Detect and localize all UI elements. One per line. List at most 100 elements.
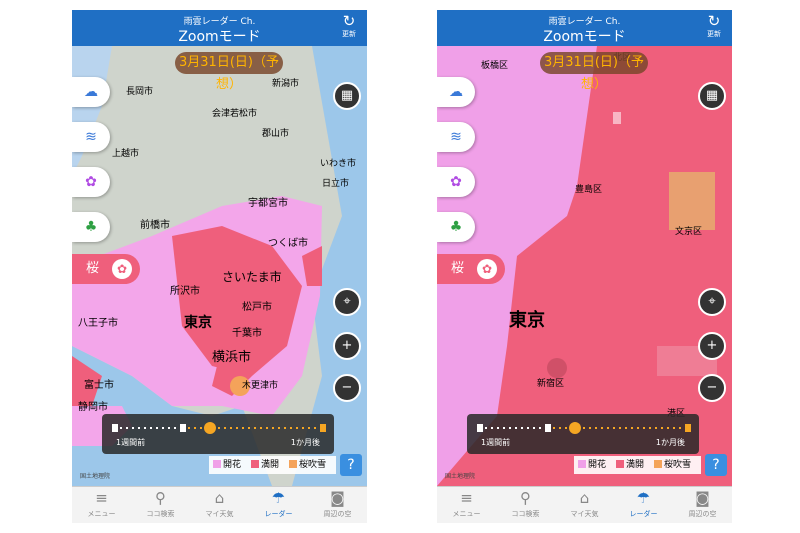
- tab-nearby-sky[interactable]: ◙ 周辺の空: [308, 487, 367, 523]
- forecast-date: 3月31日(日)（予想）: [175, 52, 283, 92]
- sakura-layer-button[interactable]: 桜 ✿: [437, 254, 505, 284]
- legend: 開花 満開 桜吹雪: [209, 456, 336, 474]
- menu-icon: ≡: [95, 489, 108, 507]
- wind-icon: ≋: [85, 129, 97, 145]
- current-location-button[interactable]: ⌖: [333, 288, 361, 316]
- wind-layer-button[interactable]: ≋: [437, 122, 475, 152]
- map-label: いわき市: [320, 159, 357, 169]
- tree-layer-button[interactable]: ♣: [437, 212, 475, 242]
- map-label: 東京: [509, 310, 545, 331]
- tab-menu[interactable]: ≡ メニュー: [72, 487, 131, 523]
- menu-icon: ≡: [460, 489, 473, 507]
- zoom-in-button[interactable]: +: [698, 332, 726, 360]
- map-label: 静岡市: [78, 402, 108, 413]
- home-icon: ⌂: [214, 489, 225, 507]
- map-label: 郡山市: [262, 129, 290, 139]
- tab-bar: ≡ メニュー ⚲ ココ検索 ⌂ マイ天気 ☂ レーダー ◙ 周辺の空: [437, 486, 732, 523]
- camera-icon: ◙: [330, 489, 345, 507]
- refresh-button[interactable]: ↻ 更新: [702, 13, 726, 43]
- sakura-layer-button[interactable]: 桜 ✿: [72, 254, 140, 284]
- pollen-icon: ✿: [85, 174, 97, 190]
- map-label: 長岡市: [126, 87, 154, 97]
- map-style-button[interactable]: ▦: [698, 82, 726, 110]
- pollen-layer-button[interactable]: ✿: [437, 167, 475, 197]
- map-style-button[interactable]: ▦: [333, 82, 361, 110]
- tab-search[interactable]: ⚲ ココ検索: [131, 487, 190, 523]
- map-label: 宇都宮市: [248, 198, 288, 209]
- legend-item: 桜吹雪: [289, 456, 326, 474]
- map-label: さいたま市: [222, 270, 282, 284]
- phone-screen-right: 板橋区 北区 豊島区 文京区 東京 新宿区 港区 雨雲レーダー Ch. Zoom…: [437, 10, 732, 523]
- legend-item: 満開: [251, 456, 279, 474]
- timeline-slider[interactable]: 1週間前 1か月後: [102, 414, 334, 454]
- map-label: 日立市: [322, 179, 350, 189]
- rain-layer-button[interactable]: ☁: [72, 77, 110, 107]
- refresh-icon: ↻: [342, 12, 356, 30]
- wind-icon: ≋: [450, 129, 462, 145]
- current-location-button[interactable]: ⌖: [698, 288, 726, 316]
- zoom-out-icon: −: [341, 380, 353, 395]
- map-label: 松戸市: [242, 302, 272, 313]
- header-title: Zoomモード: [543, 29, 626, 45]
- zoom-out-button[interactable]: −: [333, 374, 361, 402]
- map-credit: 国土地理院: [445, 473, 476, 480]
- pollen-layer-button[interactable]: ✿: [72, 167, 110, 197]
- refresh-label: 更新: [707, 30, 721, 38]
- help-button[interactable]: ?: [705, 454, 727, 476]
- header-subtitle: 雨雲レーダー Ch.: [183, 17, 256, 27]
- map-label: 八王子市: [78, 318, 118, 329]
- header-subtitle: 雨雲レーダー Ch.: [548, 17, 621, 27]
- map-view[interactable]: 板橋区 北区 豊島区 文京区 東京 新宿区 港区: [437, 46, 732, 486]
- pollen-icon: ✿: [450, 174, 462, 190]
- forecast-date: 3月31日(日)（予想）: [540, 52, 648, 92]
- search-icon: ⚲: [520, 489, 531, 507]
- flower-icon: ✿: [112, 259, 132, 279]
- flower-icon: ✿: [477, 259, 497, 279]
- tab-radar[interactable]: ☂ レーダー: [614, 487, 673, 523]
- legend-item: 開花: [213, 456, 241, 474]
- tree-layer-button[interactable]: ♣: [72, 212, 110, 242]
- header-bar: 雨雲レーダー Ch. Zoomモード ↻ 更新: [72, 10, 367, 46]
- map-label: 会津若松市: [212, 109, 258, 119]
- tab-nearby-sky[interactable]: ◙ 周辺の空: [673, 487, 732, 523]
- tab-radar[interactable]: ☂ レーダー: [249, 487, 308, 523]
- zoom-out-button[interactable]: −: [698, 374, 726, 402]
- timeline-end-label: 1か月後: [290, 438, 320, 447]
- map-label: 新潟市: [272, 79, 300, 89]
- map-label: 新宿区: [537, 379, 565, 389]
- rain-cloud-icon: ☁: [84, 84, 98, 100]
- help-button[interactable]: ?: [340, 454, 362, 476]
- zoom-out-icon: −: [706, 380, 718, 395]
- header-bar: 雨雲レーダー Ch. Zoomモード ↻ 更新: [437, 10, 732, 46]
- timeline-handle: [204, 422, 216, 434]
- tab-my-weather[interactable]: ⌂ マイ天気: [190, 487, 249, 523]
- tab-menu[interactable]: ≡ メニュー: [437, 487, 496, 523]
- refresh-icon: ↻: [707, 12, 721, 30]
- map-label: 東京: [184, 315, 212, 331]
- map-icon: ▦: [705, 88, 719, 103]
- refresh-label: 更新: [342, 30, 356, 38]
- rain-layer-button[interactable]: ☁: [437, 77, 475, 107]
- zoom-in-button[interactable]: +: [333, 332, 361, 360]
- legend-item: 開花: [578, 456, 606, 474]
- tab-my-weather[interactable]: ⌂ マイ天気: [555, 487, 614, 523]
- crosshair-icon: ⌖: [343, 294, 351, 309]
- timeline-handle: [569, 422, 581, 434]
- tab-bar: ≡ メニュー ⚲ ココ検索 ⌂ マイ天気 ☂ レーダー ◙ 周辺の空: [72, 486, 367, 523]
- question-icon: ?: [347, 457, 355, 473]
- refresh-button[interactable]: ↻ 更新: [337, 13, 361, 43]
- map-label: 木更津市: [242, 381, 279, 391]
- timeline-start-label: 1週間前: [481, 438, 511, 447]
- radar-icon: ☂: [636, 489, 651, 507]
- crosshair-icon: ⌖: [708, 294, 716, 309]
- radar-icon: ☂: [271, 489, 286, 507]
- wind-layer-button[interactable]: ≋: [72, 122, 110, 152]
- timeline-start-label: 1週間前: [116, 438, 146, 447]
- timeline-slider[interactable]: 1週間前 1か月後: [467, 414, 699, 454]
- tab-search[interactable]: ⚲ ココ検索: [496, 487, 555, 523]
- tree-icon: ♣: [449, 219, 463, 235]
- zoom-in-icon: +: [341, 338, 353, 353]
- legend: 開花 満開 桜吹雪: [574, 456, 701, 474]
- map-label: 横浜市: [212, 350, 252, 365]
- map-label: 所沢市: [170, 286, 200, 297]
